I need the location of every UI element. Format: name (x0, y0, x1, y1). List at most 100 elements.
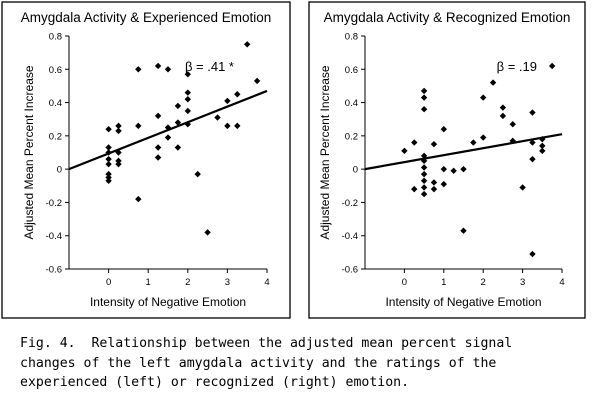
chart-panel-experienced: Amygdala Activity & Experienced Emotion -… (1, 1, 291, 319)
data-point (420, 190, 428, 198)
data-point (420, 152, 428, 160)
data-point (214, 114, 221, 121)
x-axis-label: Intensity of Negative Emotion (90, 295, 246, 309)
data-point (105, 155, 112, 163)
data-point (184, 96, 191, 103)
x-tick-label: 0 (106, 277, 111, 288)
data-point (480, 134, 487, 141)
y-tick-label: 0.4 (49, 98, 62, 109)
data-point (489, 79, 497, 86)
data-point (529, 139, 536, 146)
data-point (204, 229, 211, 236)
data-point (401, 147, 408, 155)
data-point (135, 66, 142, 73)
data-point (105, 126, 112, 133)
data-point (135, 122, 142, 130)
chart-title: Amygdala Activity & Experienced Emotion (21, 10, 272, 25)
data-point (164, 134, 172, 141)
y-tick-label: -0.4 (46, 231, 62, 242)
data-point (420, 177, 428, 184)
y-tick-label: -0.4 (342, 231, 358, 242)
data-point (174, 102, 182, 110)
y-tick-label: -0.2 (46, 198, 62, 209)
y-tick-label: 0.8 (345, 32, 358, 43)
x-axis-label: Intensity of Negative Emotion (385, 295, 541, 309)
data-point (460, 227, 467, 234)
data-point (529, 155, 536, 163)
data-point (105, 170, 112, 178)
beta-annotation: β = .41 * (185, 59, 234, 74)
data-point (539, 147, 546, 155)
data-point (548, 62, 556, 70)
data-point (234, 122, 241, 130)
chart-panel-recognized: Amygdala Activity & Recognized Emotion -0… (308, 1, 586, 319)
y-tick-label: -0.6 (46, 265, 62, 276)
y-tick-label: 0.8 (49, 32, 62, 43)
data-point (411, 185, 418, 193)
data-point (115, 122, 122, 130)
data-point (115, 127, 122, 135)
data-point (234, 91, 241, 98)
data-point (430, 185, 438, 193)
x-tick-label: 4 (559, 277, 564, 288)
data-point (411, 139, 418, 146)
x-tick-label: 0 (402, 277, 407, 288)
x-tick-label: 2 (481, 277, 486, 288)
y-tick-label: 0.2 (345, 131, 358, 142)
y-tick-label: 0 (353, 165, 358, 176)
data-point (184, 121, 191, 128)
data-point (154, 112, 162, 120)
data-point (105, 160, 112, 168)
y-tick-label: 0.6 (49, 65, 62, 76)
data-point (154, 154, 162, 161)
data-point (430, 179, 438, 186)
data-point (164, 124, 172, 131)
data-point (450, 167, 457, 175)
data-point (154, 144, 162, 151)
y-tick-label: -0.6 (342, 265, 358, 276)
data-point (224, 97, 231, 105)
x-tick-label: 3 (225, 277, 230, 288)
data-point (430, 140, 438, 148)
x-tick-label: 3 (520, 277, 525, 288)
data-point (420, 184, 428, 191)
x-tick-label: 1 (146, 277, 151, 288)
data-point (224, 122, 231, 130)
data-point (115, 157, 122, 165)
data-point (509, 137, 516, 145)
data-point (105, 177, 112, 184)
y-axis-label: Adjusted Mean Percent Increase (318, 65, 332, 239)
data-point (184, 107, 191, 115)
data-point (244, 41, 251, 48)
data-point (105, 144, 112, 151)
data-point (105, 174, 112, 181)
y-axis-label: Adjusted Mean Percent Increase (22, 65, 36, 239)
y-tick-label: 0.4 (345, 98, 358, 109)
data-point (420, 170, 428, 178)
data-point (194, 170, 201, 178)
data-point (470, 139, 477, 146)
y-tick-label: -0.2 (342, 198, 358, 209)
data-point (420, 157, 428, 165)
y-tick-label: 0 (57, 165, 62, 176)
data-point (539, 135, 546, 143)
data-point (174, 144, 182, 151)
data-point (440, 165, 447, 173)
data-point (184, 89, 191, 96)
data-point (253, 77, 261, 85)
panel-frame (1, 1, 291, 319)
data-point (420, 106, 428, 113)
data-point (440, 126, 447, 133)
data-point (529, 109, 536, 116)
panel-frame (308, 1, 586, 319)
data-point (440, 180, 447, 188)
x-tick-label: 1 (441, 277, 446, 288)
data-point (460, 165, 467, 173)
figure-caption: Fig. 4. Relationship between the adjuste… (20, 336, 513, 390)
data-point (164, 66, 172, 73)
data-point (539, 142, 546, 150)
data-point (115, 149, 122, 156)
data-point (420, 87, 428, 95)
y-tick-label: 0.6 (345, 65, 358, 76)
